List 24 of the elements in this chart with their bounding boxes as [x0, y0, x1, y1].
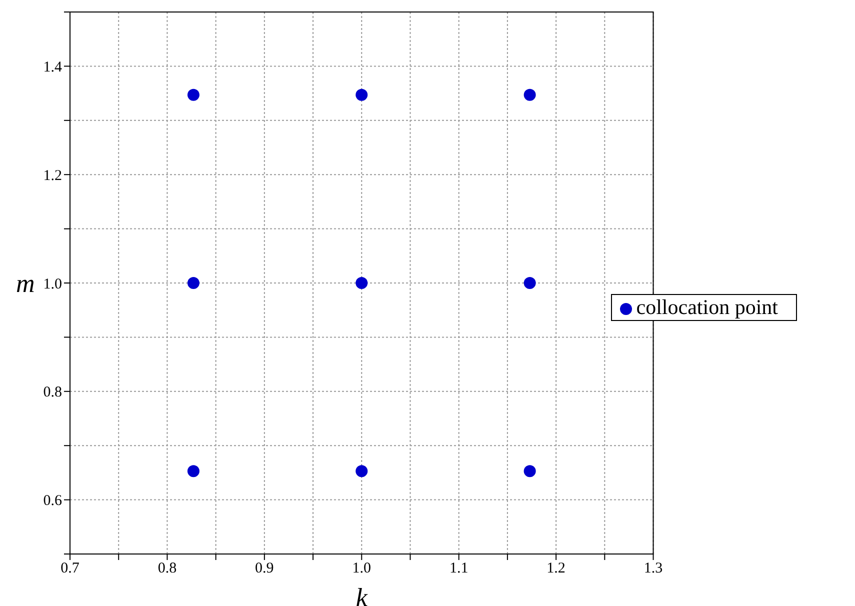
y-tick-label: 0.6 [43, 493, 62, 510]
point [187, 277, 200, 289]
legend-label: collocation point [636, 294, 778, 318]
point [356, 465, 368, 478]
point [356, 88, 368, 101]
x-tick-label: 0.9 [255, 560, 274, 577]
y-axis-title: m [16, 269, 35, 298]
point [187, 465, 200, 478]
x-tick-label: 1.0 [352, 560, 372, 577]
point [524, 88, 536, 101]
x-tick-label: 0.8 [158, 560, 177, 577]
x-tick-label: 1.1 [449, 560, 468, 577]
point [524, 465, 536, 478]
point [524, 277, 536, 289]
y-tick-label: 1.4 [43, 60, 62, 76]
y-tick-label: 1.2 [43, 168, 62, 184]
y-tick-label: 1.0 [43, 276, 62, 292]
y-tick-label: 0.8 [43, 384, 62, 401]
x-axis-title: k [356, 583, 368, 606]
point [187, 88, 200, 101]
x-tick-label: 1.2 [546, 560, 566, 577]
x-tick-label: 1.3 [644, 560, 663, 577]
x-tick-label: 0.7 [60, 560, 80, 577]
point [356, 277, 368, 289]
